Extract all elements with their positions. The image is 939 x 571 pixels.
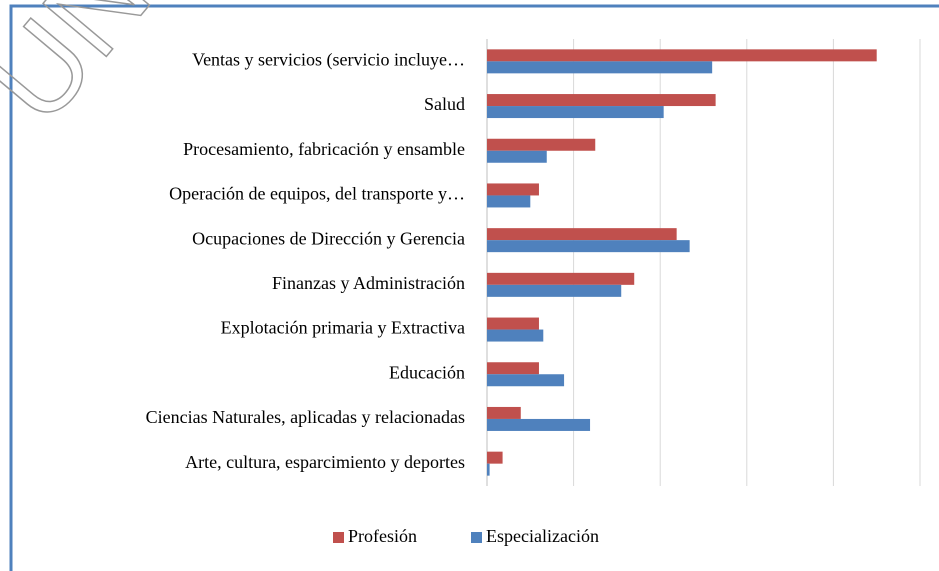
bar (487, 317, 539, 330)
bar (487, 272, 635, 285)
legend-label: Especialización (486, 526, 599, 546)
bar (487, 406, 521, 419)
bar (487, 240, 690, 253)
bar (487, 374, 565, 387)
bar (487, 284, 622, 297)
bar (487, 183, 539, 196)
legend-swatch (333, 532, 344, 543)
bar (487, 106, 664, 119)
bar (487, 451, 503, 464)
y-tick-label: Ciencias Naturales, aplicadas y relacion… (146, 407, 465, 427)
y-tick-label: Arte, cultura, esparcimiento y deportes (185, 452, 465, 472)
plot-area: Ventas y servicios (servicio incluye… Sal… (146, 39, 921, 486)
y-tick-label: Ocupaciones de Dirección y Gerencia (192, 228, 465, 248)
bar (487, 195, 531, 208)
bar (487, 138, 596, 151)
bar (487, 418, 591, 431)
bar (487, 61, 713, 74)
bar (487, 228, 677, 241)
y-tick-label: Explotación primaria y Extractiva (221, 318, 465, 338)
y-tick-label: Operación de equipos, del transporte y… (169, 184, 465, 204)
bar (487, 150, 547, 163)
chart-frame (9, 4, 939, 571)
y-tick-label: Procesamiento, fabricación y ensamble (183, 139, 465, 159)
bar (487, 329, 544, 342)
bar (487, 463, 490, 476)
y-tick-label: Ventas y servicios (servicio incluye… (192, 49, 465, 70)
y-tick-label: Educación (389, 362, 465, 382)
legend-label: Profesión (348, 526, 417, 546)
bar (487, 49, 877, 62)
legend-swatch (471, 532, 482, 543)
bar (487, 94, 716, 107)
y-tick-label: Salud (424, 94, 465, 114)
y-tick-label: Finanzas y Administración (272, 273, 465, 293)
bar (487, 362, 539, 375)
